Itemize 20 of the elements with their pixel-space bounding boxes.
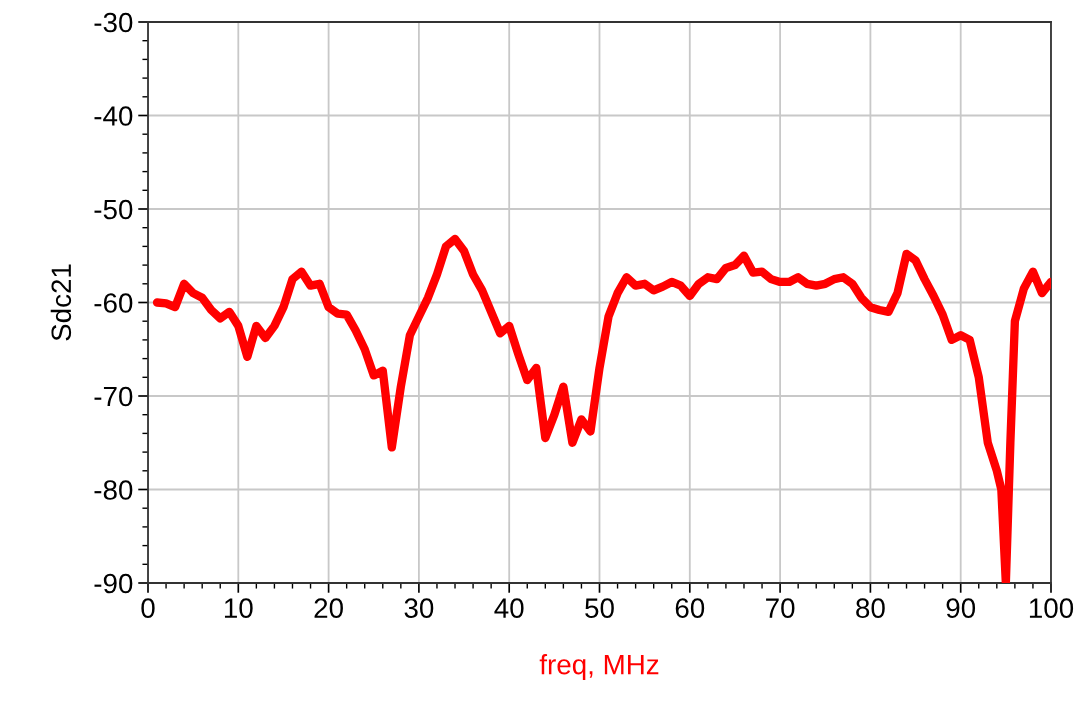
x-tick-label: 70 (766, 598, 795, 618)
x-tick-label: 90 (946, 598, 976, 618)
y-tick-label: -50 (94, 199, 133, 220)
x-tick-label: 20 (314, 598, 343, 618)
x-tick-label: 60 (675, 598, 705, 618)
x-axis-title: freq, MHz (539, 654, 659, 680)
x-tick-label: 10 (224, 598, 253, 618)
y-tick-label: -60 (94, 293, 133, 313)
y-tick-label: -80 (94, 480, 133, 500)
x-tick-label: 40 (494, 598, 524, 618)
y-axis-title: Sdc21 (50, 264, 72, 341)
x-tick-label: 50 (585, 598, 614, 618)
x-tick-label: 80 (856, 598, 885, 618)
x-tick-label: 0 (141, 598, 155, 618)
y-tick-label: -70 (94, 386, 133, 407)
y-tick-label: -40 (94, 106, 133, 126)
y-tick-label: -90 (94, 573, 133, 594)
x-tick-label: 30 (404, 598, 434, 618)
y-tick-label: -30 (94, 12, 133, 33)
x-tick-label: 100 (1029, 598, 1074, 618)
